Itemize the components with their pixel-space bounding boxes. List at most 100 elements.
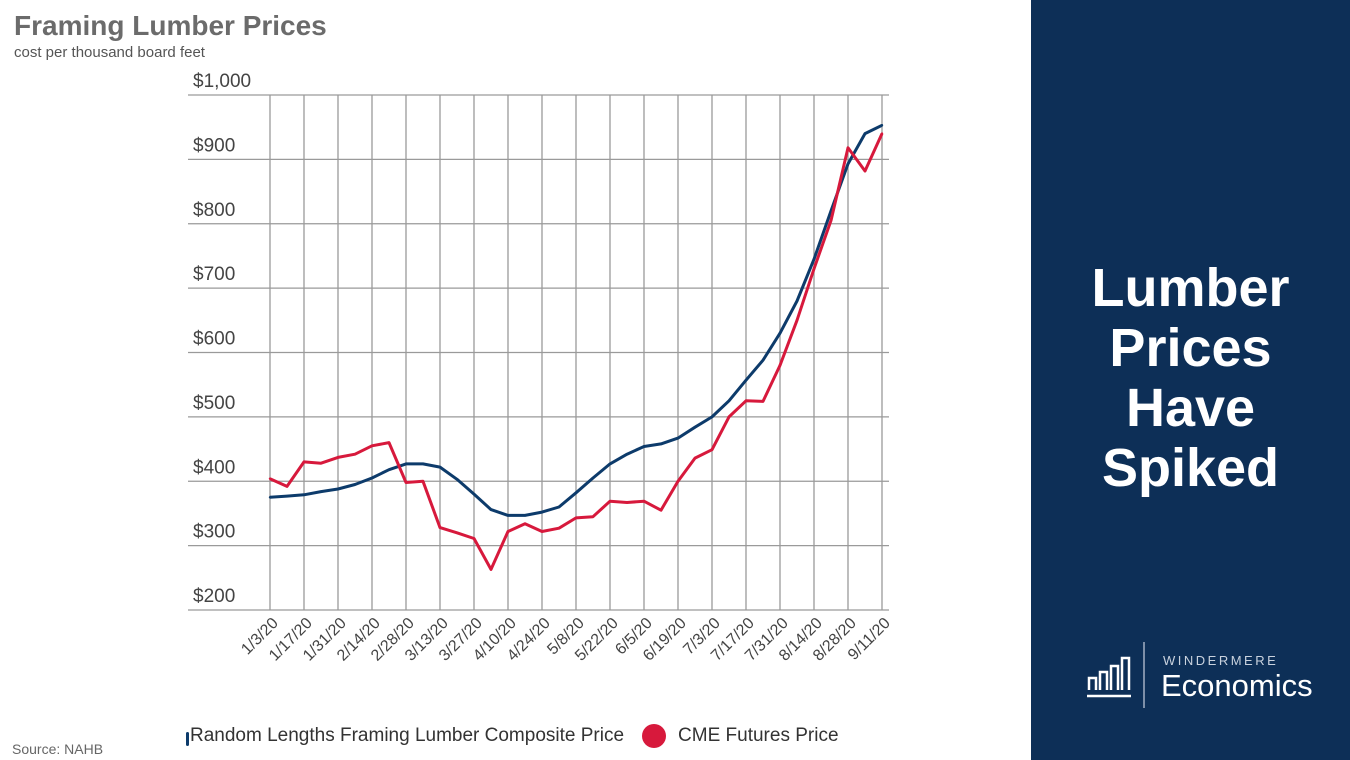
logo-wordmark-top: WINDERMERE [1163, 653, 1279, 668]
data-point [727, 399, 731, 402]
data-point [659, 509, 663, 512]
logo-divider [1143, 642, 1145, 708]
data-point [421, 462, 425, 466]
y-tick-label: $1,000 [193, 71, 251, 92]
data-point [642, 500, 646, 503]
data-point [523, 522, 527, 525]
data-point [863, 169, 867, 173]
data-point [625, 453, 629, 456]
data-point [778, 331, 782, 335]
headline-line: Prices [1109, 318, 1272, 378]
data-point [285, 494, 289, 498]
headline-line: Lumber [1091, 258, 1290, 318]
data-point [404, 462, 408, 466]
data-point [455, 531, 459, 534]
data-point [404, 481, 408, 484]
data-point [676, 480, 680, 483]
legend-label-composite: Random Lengths Framing Lumber Composite … [190, 725, 625, 746]
bar-chart-icon [1087, 656, 1131, 698]
data-point [710, 448, 714, 451]
data-point [710, 415, 714, 419]
data-point [880, 124, 884, 127]
data-point [540, 510, 544, 514]
data-point [438, 526, 442, 529]
data-point [642, 445, 646, 448]
data-point [506, 514, 510, 517]
y-tick-label: $700 [193, 264, 235, 285]
headline: Lumber Prices Have Spiked [1031, 258, 1350, 498]
data-point [676, 436, 680, 440]
data-point [846, 146, 850, 149]
data-point [540, 530, 544, 533]
legend-marker-cme [642, 724, 667, 748]
data-point [795, 319, 799, 322]
data-point [591, 515, 595, 518]
data-point [506, 530, 510, 533]
data-point [285, 485, 289, 488]
data-point [795, 299, 799, 303]
y-tick-label: $500 [193, 393, 235, 414]
data-point [319, 462, 323, 465]
y-tick-label: $800 [193, 200, 235, 221]
data-point [880, 132, 884, 135]
data-point [829, 219, 833, 222]
side-panel: Lumber Prices Have Spiked WINDERMERE Eco… [1031, 0, 1350, 760]
headline-line: Spiked [1101, 438, 1280, 498]
data-point [846, 162, 850, 166]
data-point [268, 496, 272, 499]
data-point [302, 493, 306, 496]
data-point [574, 516, 578, 520]
legend-label-cme: CME Futures Price [678, 725, 839, 746]
data-point [557, 505, 561, 509]
data-point [387, 441, 391, 444]
y-tick-label: $900 [193, 135, 235, 156]
windermere-logo: WINDERMERE Economics [1085, 640, 1335, 710]
data-point [812, 267, 816, 271]
data-point [370, 476, 374, 480]
data-point [353, 483, 357, 486]
data-point [591, 476, 595, 480]
y-tick-label: $200 [193, 586, 235, 607]
data-point [608, 462, 612, 466]
data-point [778, 364, 782, 367]
data-point [387, 468, 391, 471]
data-point [353, 453, 357, 456]
data-point [489, 508, 493, 511]
line-chart: $200$300$400$500$600$700$800$900$1,0001/… [188, 71, 894, 665]
y-tick-label: $600 [193, 329, 235, 350]
data-point [455, 478, 459, 481]
data-point [336, 487, 340, 491]
data-point [319, 490, 323, 493]
data-point [761, 400, 765, 403]
data-point [574, 491, 578, 495]
data-point [268, 477, 272, 480]
logo-wordmark-bottom: Economics [1161, 668, 1313, 703]
data-point [489, 568, 493, 571]
data-point [370, 444, 374, 448]
data-point [336, 456, 340, 459]
chart-title: Framing Lumber Prices [14, 10, 327, 41]
data-point [302, 460, 306, 464]
data-point [727, 415, 731, 419]
data-point [438, 465, 442, 469]
data-point [523, 514, 527, 517]
data-point [744, 399, 748, 402]
data-point [744, 378, 748, 382]
legend-marker-composite [186, 732, 189, 746]
data-point [472, 537, 476, 540]
data-point [812, 257, 816, 261]
data-point [863, 132, 867, 135]
data-point [761, 359, 765, 362]
data-point [608, 500, 612, 503]
data-point [693, 425, 697, 429]
data-point [625, 501, 629, 504]
y-tick-label: $400 [193, 457, 235, 478]
data-point [472, 492, 476, 496]
data-point [693, 456, 697, 460]
data-point [659, 442, 663, 446]
chart-subtitle: cost per thousand board feet [14, 44, 205, 61]
source-note: Source: NAHB [12, 741, 104, 757]
data-point [557, 527, 561, 530]
data-point [421, 480, 425, 483]
legend: Random Lengths Framing Lumber Composite … [186, 724, 839, 748]
